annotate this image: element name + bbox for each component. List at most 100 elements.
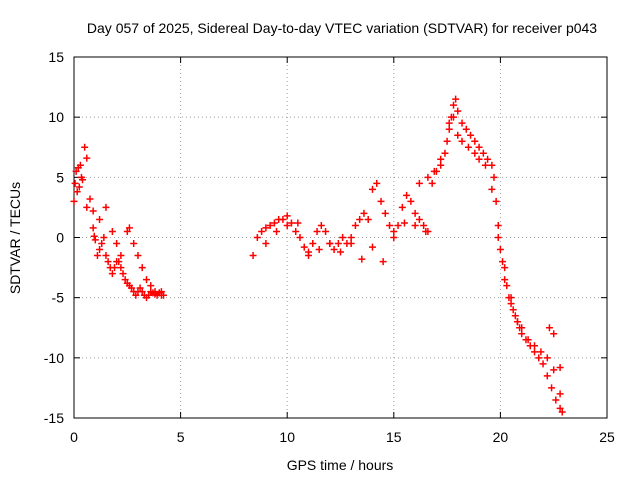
x-tick-label: 10 <box>279 429 295 445</box>
data-point <box>157 291 165 299</box>
data-point <box>283 212 291 220</box>
data-point <box>96 215 104 223</box>
data-point <box>86 195 94 203</box>
data-point <box>430 167 438 175</box>
data-point <box>445 125 453 133</box>
data-point <box>507 300 515 308</box>
y-axis-label: SDTVAR / TECUs <box>7 182 23 294</box>
x-axis-label: GPS time / hours <box>287 457 394 473</box>
data-point <box>437 155 445 163</box>
data-point <box>100 234 108 241</box>
data-point <box>537 348 545 356</box>
data-point <box>398 203 406 211</box>
data-point <box>524 336 532 344</box>
data-point <box>411 221 419 229</box>
data-point <box>142 276 150 284</box>
data-point <box>76 161 84 169</box>
data-point <box>71 179 79 187</box>
data-point <box>356 215 364 223</box>
data-point <box>91 236 99 244</box>
data-point <box>89 224 97 232</box>
data-point <box>125 224 133 232</box>
data-point <box>494 234 502 241</box>
data-point <box>535 354 543 362</box>
data-point <box>292 227 300 235</box>
data-point <box>403 191 411 199</box>
data-point <box>445 119 453 127</box>
y-tick-label: -5 <box>52 290 65 306</box>
data-point <box>394 221 402 229</box>
data-point <box>347 240 355 248</box>
data-point <box>548 384 556 392</box>
data-point <box>475 143 483 151</box>
x-tick-label: 25 <box>599 429 615 445</box>
data-point <box>499 258 507 266</box>
data-point <box>368 243 376 251</box>
data-point <box>123 227 131 235</box>
data-point <box>294 219 302 227</box>
x-tick-label: 15 <box>386 429 402 445</box>
data-point <box>322 227 330 235</box>
data-point <box>415 179 423 187</box>
chart-title: Day 057 of 2025, Sidereal Day-to-day VTE… <box>87 20 597 36</box>
data-point <box>90 232 98 240</box>
data-point <box>531 348 539 356</box>
data-point <box>501 276 509 284</box>
data-point <box>296 234 304 241</box>
data-point <box>326 240 334 248</box>
data-point <box>441 149 449 157</box>
axis-ticks <box>73 56 608 419</box>
data-point <box>458 119 466 127</box>
data-point <box>128 284 136 292</box>
data-point <box>83 154 91 162</box>
data-point <box>556 404 564 412</box>
data-point <box>305 252 313 260</box>
data-point <box>89 207 97 215</box>
data-point <box>467 131 475 139</box>
data-point <box>518 330 526 338</box>
data-point <box>552 396 560 404</box>
x-tick-labels: 0 5 10 15 20 25 <box>70 429 615 445</box>
data-point <box>358 255 366 263</box>
data-point <box>72 167 80 175</box>
data-point <box>330 246 338 254</box>
data-point <box>543 372 551 380</box>
data-point <box>377 197 385 205</box>
data-point <box>458 137 466 145</box>
x-tick-label: 5 <box>177 429 185 445</box>
data-point <box>351 221 359 229</box>
data-point <box>83 203 91 211</box>
data-point <box>151 288 159 296</box>
data-point <box>415 215 423 223</box>
data-point <box>111 264 119 272</box>
data-point <box>339 234 347 241</box>
data-point <box>407 197 415 205</box>
data-point <box>428 179 436 187</box>
data-point <box>507 294 515 302</box>
data-point <box>138 288 146 296</box>
x-tick-label: 20 <box>493 429 509 445</box>
data-point <box>81 143 89 151</box>
data-point <box>490 173 498 181</box>
data-point <box>400 219 408 227</box>
y-tick-label: 10 <box>48 109 64 125</box>
data-point <box>121 276 129 284</box>
data-point <box>437 161 445 169</box>
data-point <box>454 131 462 139</box>
data-point <box>511 312 519 320</box>
data-point <box>96 246 104 254</box>
data-point <box>337 248 344 256</box>
data-point <box>475 155 483 163</box>
data-point <box>102 252 110 260</box>
data-point <box>108 270 116 278</box>
data-point <box>93 252 101 260</box>
data-point <box>503 282 511 290</box>
y-tick-label: -10 <box>44 350 64 366</box>
data-point <box>424 173 432 181</box>
data-point <box>550 366 558 374</box>
data-point <box>513 318 521 326</box>
data-point <box>488 185 496 193</box>
data-point <box>258 227 266 235</box>
data-point <box>420 221 428 229</box>
